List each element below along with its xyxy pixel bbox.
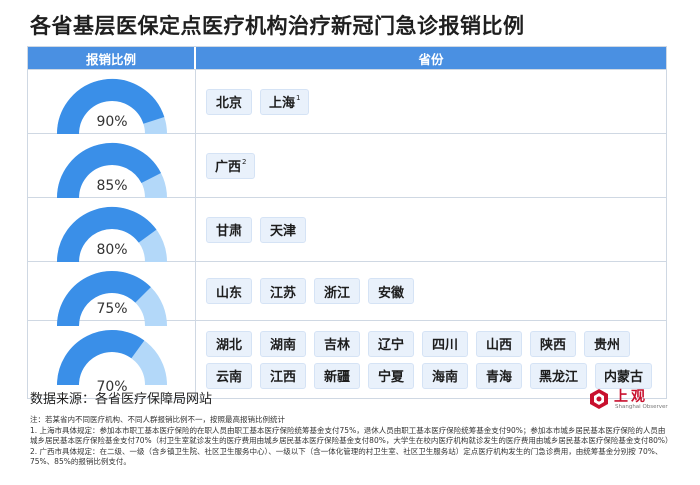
ratio-label: 90%: [96, 114, 128, 130]
footnote: 2. 广西市具体规定：在二级、一级（含乡镇卫生院、社区卫生服务中心）、一级以下（…: [30, 446, 663, 467]
province-chip: 贵州: [584, 330, 630, 357]
province-name: 天津: [269, 224, 296, 239]
ratio-label: 80%: [96, 242, 128, 258]
province-name: 广西: [215, 160, 242, 175]
ratio-cell: 70%: [28, 321, 196, 398]
province-name: 山西: [485, 338, 512, 353]
gauge-fill: [57, 143, 161, 198]
province-chip: 新疆: [314, 362, 360, 389]
province-chip: 天津: [260, 216, 306, 243]
footnote-marker: 2: [242, 157, 247, 166]
province-chip: 江西: [260, 362, 306, 389]
province-name: 黑龙江: [539, 370, 579, 385]
province-name: 四川: [431, 338, 458, 353]
gauge-fill: [57, 207, 157, 262]
footnote: 1. 上海市具体规定：参加本市职工基本医疗保险的在职人员由职工基本医疗保险统筹基…: [30, 425, 673, 446]
table-row: 70% 湖北 湖南 吉林 辽宁 四川 山西 陕西 贵州云南 江西 新疆 宁夏 海南 青海 黑龙江 内蒙古: [28, 320, 666, 398]
ratio-cell: 85%: [28, 134, 196, 198]
table-row: 75% 山东 江苏 浙江 安徽: [28, 261, 666, 326]
footnote: 注：若某省内不同医疗机构、不同人群报销比例不一，按照最高报销比例统计: [30, 415, 285, 424]
province-chip: 湖南: [260, 330, 306, 357]
table-row: 85% 广西 2: [28, 133, 666, 198]
province-cell: 广西 2: [196, 134, 666, 197]
province-name: 安徽: [377, 285, 404, 301]
ratio-cell: 80%: [28, 198, 196, 262]
province-name: 内蒙古: [604, 370, 644, 385]
province-name: 吉林: [323, 338, 350, 353]
province-chip: 浙江: [314, 278, 360, 304]
province-chip: 北京: [206, 88, 252, 115]
province-chip: 四川: [422, 330, 468, 357]
province-name: 湖北: [215, 338, 242, 353]
province-chip: 山西: [476, 330, 522, 357]
table-row: 80% 甘肃 天津: [28, 197, 666, 262]
province-chip: 山东: [206, 278, 252, 304]
data-source: 数据来源：各省医疗保障局网站: [30, 392, 213, 407]
ratio-label: 85%: [96, 178, 128, 194]
province-chip: 上海 1: [260, 88, 310, 115]
ratio-cell: 75%: [28, 262, 196, 326]
province-name: 宁夏: [377, 370, 404, 385]
province-name: 辽宁: [377, 338, 404, 353]
ratio-gauge: [57, 330, 167, 385]
province-name: 上海: [269, 96, 296, 111]
shanghai-observer-logo-icon: [590, 389, 608, 409]
ratio-cell: 90%: [28, 70, 196, 134]
province-cell: 甘肃 天津: [196, 198, 666, 261]
province-chip: 云南: [206, 362, 252, 389]
province-chip: 黑龙江: [530, 362, 588, 389]
province-chip: 湖北: [206, 330, 252, 357]
page-title: 各省基层医保定点医疗机构治疗新冠门急诊报销比例: [30, 14, 525, 38]
logo-name: 上观: [614, 389, 648, 405]
province-chip: 吉林: [314, 330, 360, 357]
province-name: 贵州: [593, 338, 620, 353]
publisher-logo: 上观 Shanghai Observer: [588, 386, 678, 414]
province-chip: 内蒙古: [595, 362, 653, 389]
province-name: 湖南: [269, 338, 296, 353]
province-chip: 青海: [476, 362, 522, 389]
province-chip: 安徽: [368, 278, 414, 304]
province-cell: 湖北 湖南 吉林 辽宁 四川 山西 陕西 贵州云南 江西 新疆 宁夏 海南 青海 黑龙江 内蒙古: [196, 321, 666, 398]
reimbursement-table: 报销比例 省份 90% 北京 上海 1 85% 广西 2 80% 甘肃 天津 75% 山东 江苏 浙江 安徽…: [27, 46, 667, 399]
province-chip: 海南: [422, 362, 468, 389]
province-name: 浙江: [323, 285, 350, 301]
gauge-fill: [57, 79, 165, 134]
province-chip: 甘肃: [206, 216, 252, 243]
province-name: 陕西: [539, 338, 566, 353]
ratio-gauge: [57, 143, 167, 198]
table-body: 90% 北京 上海 1 85% 广西 2 80% 甘肃 天津 75% 山东 江苏 浙江 安徽 70% 湖北 湖南 吉…: [28, 69, 666, 398]
province-name: 新疆: [323, 370, 350, 385]
province-name: 江苏: [269, 285, 296, 301]
gauge-fill: [57, 271, 151, 326]
table-header: 报销比例 省份: [28, 47, 666, 69]
ratio-label: 75%: [96, 301, 128, 317]
footnote-marker: 1: [296, 93, 301, 102]
ratio-gauge: [57, 79, 167, 134]
header-ratio: 报销比例: [28, 47, 196, 69]
province-cell: 北京 上海 1: [196, 70, 666, 133]
header-province: 省份: [418, 51, 444, 67]
province-name: 青海: [485, 370, 512, 385]
province-chip: 陕西: [530, 330, 576, 357]
province-name: 江西: [269, 370, 296, 385]
province-name: 山东: [215, 285, 242, 301]
province-name: 海南: [431, 370, 458, 385]
ratio-gauge: [57, 207, 167, 262]
table-row: 90% 北京 上海 1: [28, 69, 666, 134]
province-name: 云南: [215, 370, 242, 385]
ratio-label: 70%: [96, 379, 128, 395]
province-name: 甘肃: [215, 224, 242, 239]
province-chip: 辽宁: [368, 330, 414, 357]
logo-sub: Shanghai Observer: [615, 404, 668, 410]
province-cell: 山东 江苏 浙江 安徽: [196, 262, 666, 320]
province-name: 北京: [215, 96, 242, 111]
gauge-fill: [57, 330, 145, 385]
province-chip: 宁夏: [368, 362, 414, 389]
province-chip: 广西 2: [206, 152, 256, 179]
province-chip: 江苏: [260, 278, 306, 304]
ratio-gauge: [57, 271, 167, 326]
footnotes: 注：若某省内不同医疗机构、不同人群报销比例不一，按照最高报销比例统计 1. 上海…: [30, 415, 673, 468]
